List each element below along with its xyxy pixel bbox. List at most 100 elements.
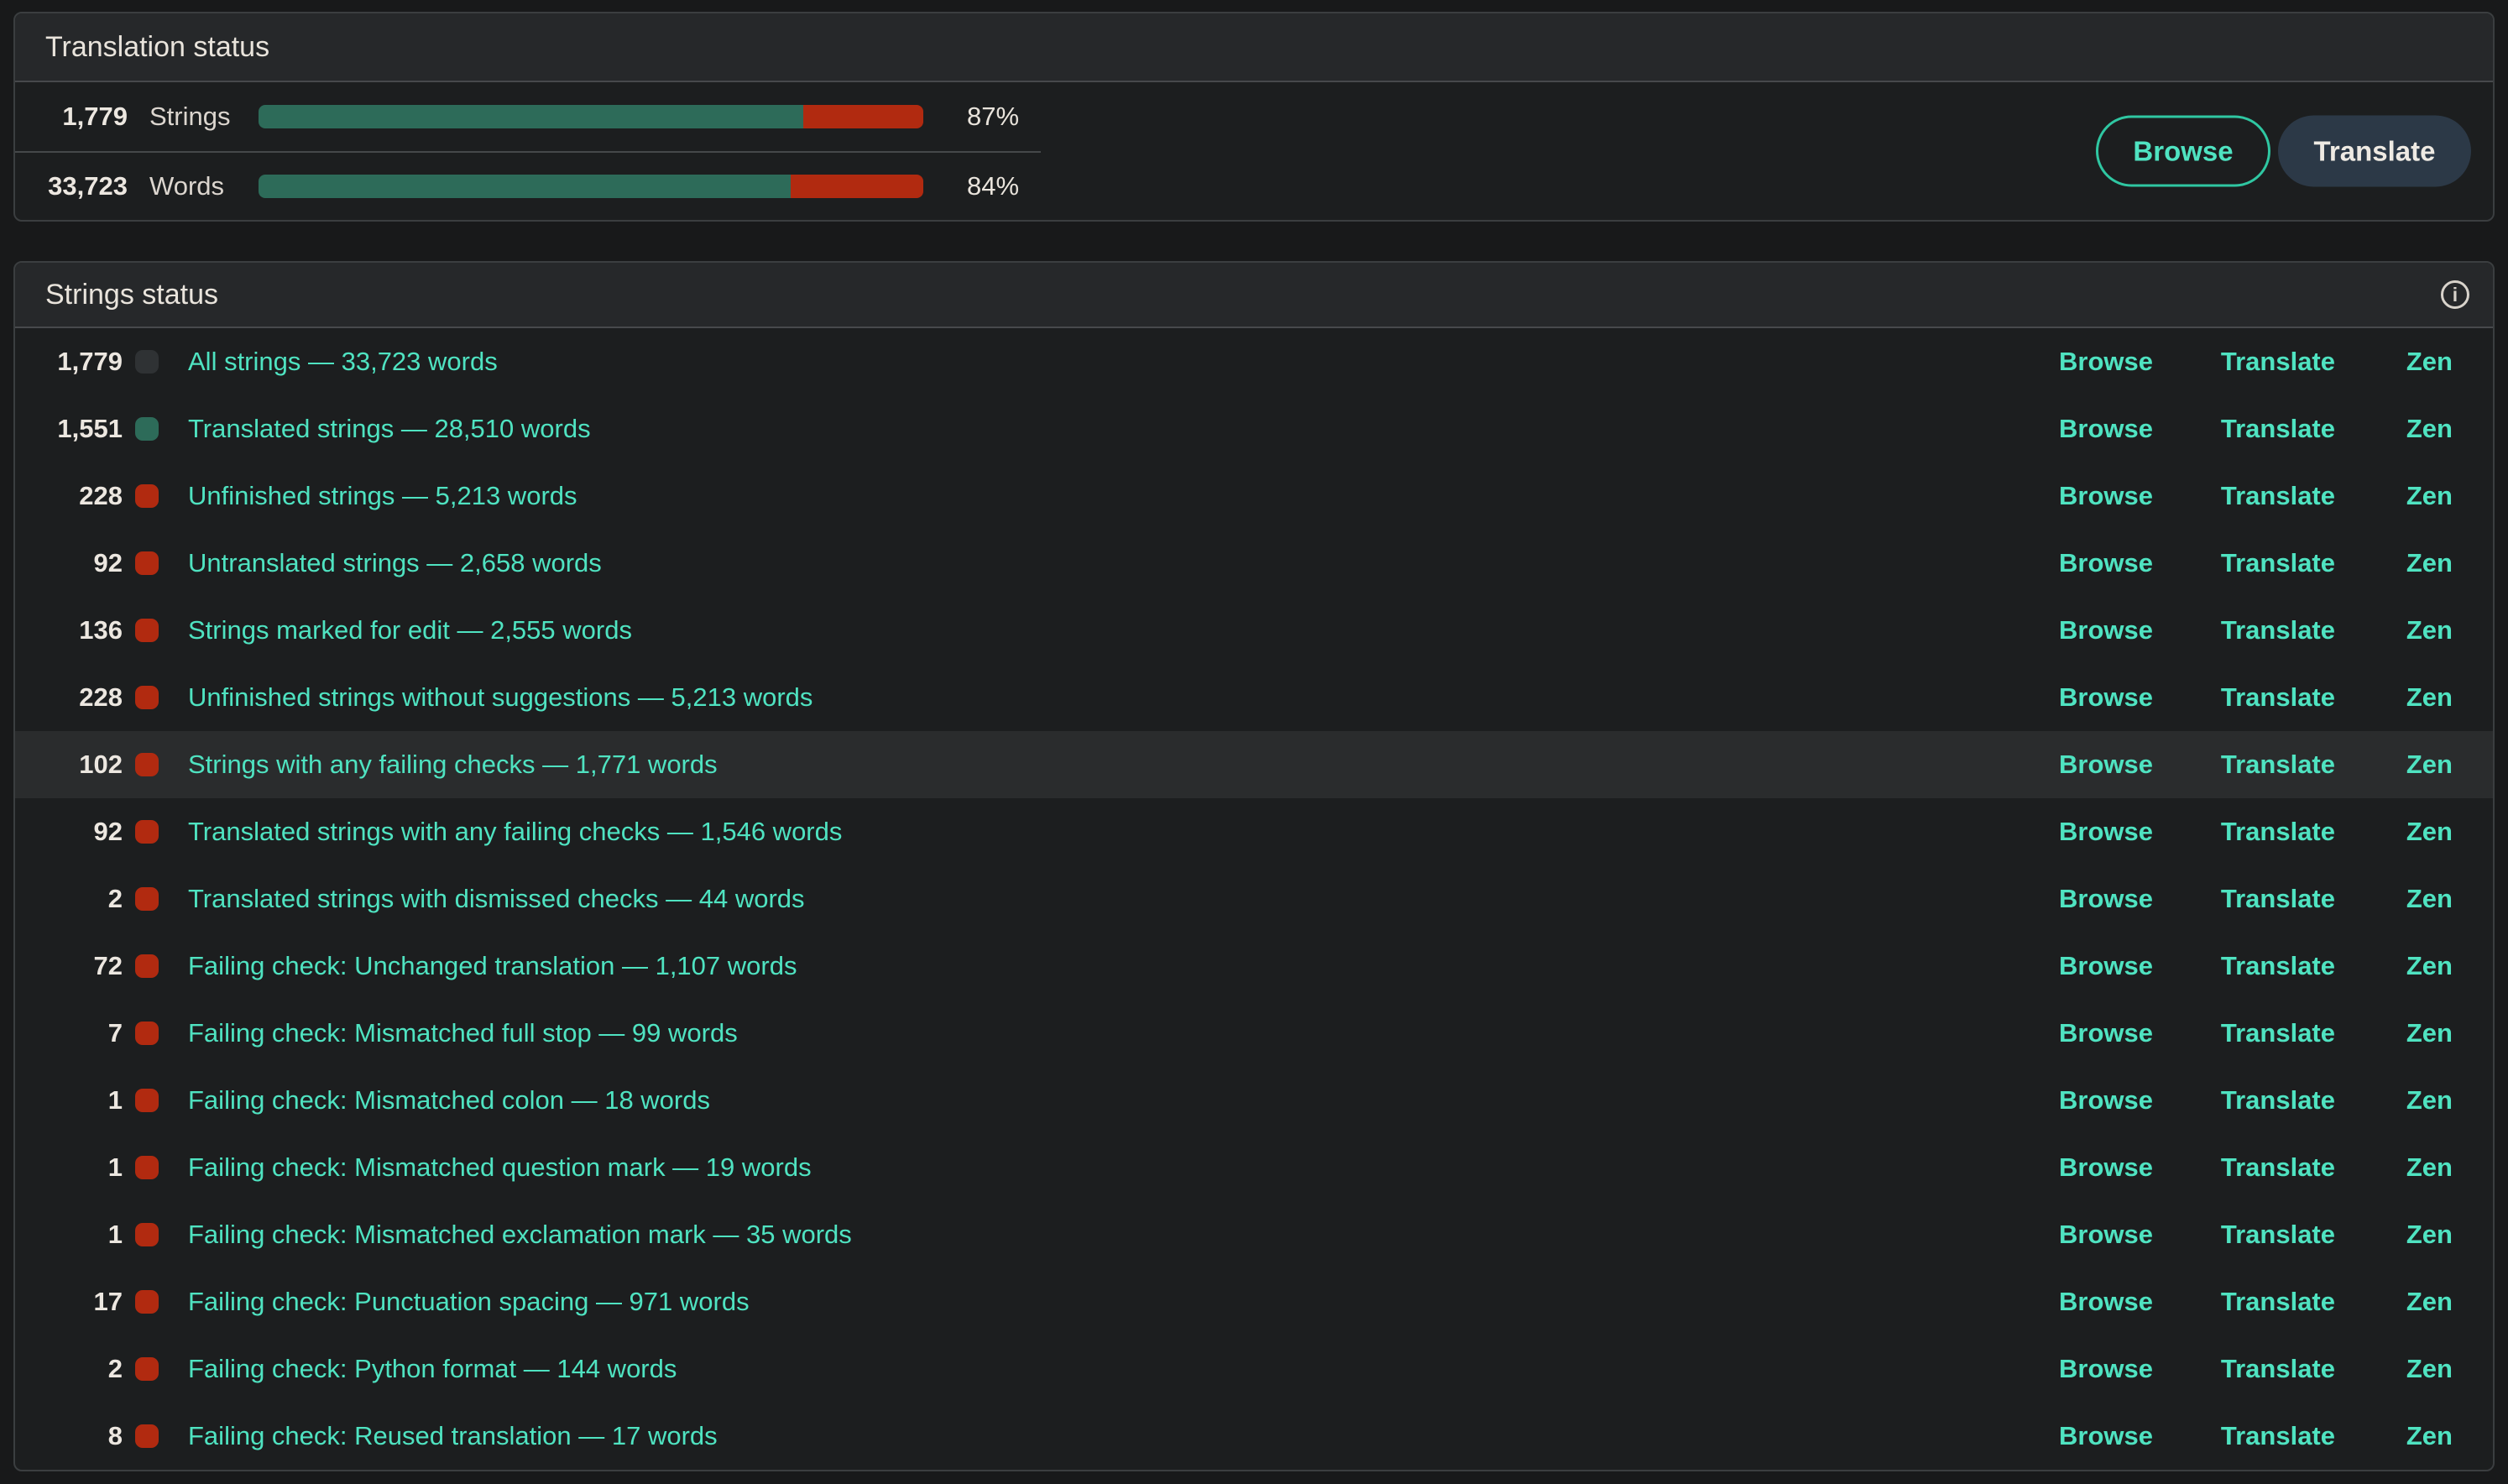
browse-cell: Browse xyxy=(2019,884,2153,914)
row-translate-link[interactable]: Translate xyxy=(2220,347,2335,376)
status-square-icon xyxy=(135,350,159,374)
row-label-link[interactable]: Failing check: Unchanged translation — 1… xyxy=(188,951,797,980)
translate-cell: Translate xyxy=(2153,548,2335,578)
browse-cell: Browse xyxy=(2019,1287,2153,1317)
row-browse-link[interactable]: Browse xyxy=(2059,548,2153,577)
row-label-link[interactable]: Failing check: Reused translation — 17 w… xyxy=(188,1421,718,1450)
row-browse-link[interactable]: Browse xyxy=(2059,1085,2153,1115)
row-translate-link[interactable]: Translate xyxy=(2220,1085,2335,1115)
row-zen-link[interactable]: Zen xyxy=(2406,1287,2453,1316)
row-translate-link[interactable]: Translate xyxy=(2220,548,2335,577)
metric-label: Words xyxy=(149,171,225,201)
row-count: 2 xyxy=(107,1354,123,1383)
row-zen-link[interactable]: Zen xyxy=(2406,1421,2453,1450)
row-browse-link[interactable]: Browse xyxy=(2059,481,2153,510)
row-translate-link[interactable]: Translate xyxy=(2220,1018,2335,1048)
row-browse-link[interactable]: Browse xyxy=(2059,1220,2153,1249)
row-browse-link[interactable]: Browse xyxy=(2059,750,2153,779)
row-label-link[interactable]: Failing check: Mismatched exclamation ma… xyxy=(188,1220,852,1249)
zen-cell: Zen xyxy=(2335,1421,2453,1451)
row-label-link[interactable]: Translated strings — 28,510 words xyxy=(188,414,591,443)
row-label-link[interactable]: Strings marked for edit — 2,555 words xyxy=(188,615,632,645)
row-browse-link[interactable]: Browse xyxy=(2059,1287,2153,1316)
browse-button[interactable]: Browse xyxy=(2096,115,2270,187)
row-zen-link[interactable]: Zen xyxy=(2406,347,2453,376)
row-label-link[interactable]: Untranslated strings — 2,658 words xyxy=(188,548,602,577)
zen-cell: Zen xyxy=(2335,817,2453,847)
browse-cell: Browse xyxy=(2019,481,2153,511)
info-icon[interactable]: i xyxy=(2441,280,2469,309)
square-cell xyxy=(123,1290,188,1314)
row-label-link[interactable]: Failing check: Mismatched question mark … xyxy=(188,1152,812,1182)
row-zen-link[interactable]: Zen xyxy=(2406,615,2453,645)
row-label-link[interactable]: Translated strings with any failing chec… xyxy=(188,817,843,846)
row-label-link[interactable]: Unfinished strings — 5,213 words xyxy=(188,481,577,510)
row-browse-link[interactable]: Browse xyxy=(2059,1421,2153,1450)
row-label-link[interactable]: Failing check: Mismatched colon — 18 wor… xyxy=(188,1085,710,1115)
row-zen-link[interactable]: Zen xyxy=(2406,414,2453,443)
row-browse-link[interactable]: Browse xyxy=(2059,1152,2153,1182)
zen-cell: Zen xyxy=(2335,951,2453,981)
row-label-link[interactable]: Strings with any failing checks — 1,771 … xyxy=(188,750,718,779)
row-translate-link[interactable]: Translate xyxy=(2220,1287,2335,1316)
row-label-link[interactable]: Translated strings with dismissed checks… xyxy=(188,884,805,913)
row-zen-link[interactable]: Zen xyxy=(2406,817,2453,846)
row-label-link[interactable]: All strings — 33,723 words xyxy=(188,347,498,376)
row-browse-link[interactable]: Browse xyxy=(2059,884,2153,913)
row-translate-link[interactable]: Translate xyxy=(2220,1220,2335,1249)
row-label-link[interactable]: Failing check: Mismatched full stop — 99… xyxy=(188,1018,738,1048)
row-browse-link[interactable]: Browse xyxy=(2059,951,2153,980)
translation-status-rows: 1,779 Strings 87% 33,723 Words 84% xyxy=(15,82,1041,220)
row-zen-link[interactable]: Zen xyxy=(2406,1018,2453,1048)
row-zen-link[interactable]: Zen xyxy=(2406,1220,2453,1249)
row-translate-link[interactable]: Translate xyxy=(2220,750,2335,779)
row-browse-link[interactable]: Browse xyxy=(2059,1354,2153,1383)
row-translate-link[interactable]: Translate xyxy=(2220,682,2335,712)
row-translate-link[interactable]: Translate xyxy=(2220,481,2335,510)
row-zen-link[interactable]: Zen xyxy=(2406,1354,2453,1383)
metric-count: 1,779 xyxy=(62,102,128,131)
square-cell xyxy=(123,954,188,978)
table-row: 17 Failing check: Punctuation spacing — … xyxy=(15,1268,2493,1335)
browse-cell: Browse xyxy=(2019,1220,2153,1250)
square-cell xyxy=(123,1089,188,1112)
row-zen-link[interactable]: Zen xyxy=(2406,1085,2453,1115)
row-translate-link[interactable]: Translate xyxy=(2220,817,2335,846)
translate-button[interactable]: Translate xyxy=(2278,115,2471,187)
row-zen-link[interactable]: Zen xyxy=(2406,548,2453,577)
browse-cell: Browse xyxy=(2019,1152,2153,1183)
strings-status-rows: 1,779 All strings — 33,723 words Browse … xyxy=(15,328,2493,1470)
row-translate-link[interactable]: Translate xyxy=(2220,1354,2335,1383)
translate-cell: Translate xyxy=(2153,1085,2335,1116)
row-translate-link[interactable]: Translate xyxy=(2220,951,2335,980)
panel-title: Strings status xyxy=(45,278,218,311)
browse-cell: Browse xyxy=(2019,750,2153,780)
translate-cell: Translate xyxy=(2153,1287,2335,1317)
row-zen-link[interactable]: Zen xyxy=(2406,481,2453,510)
row-translate-link[interactable]: Translate xyxy=(2220,1152,2335,1182)
row-browse-link[interactable]: Browse xyxy=(2059,817,2153,846)
row-zen-link[interactable]: Zen xyxy=(2406,682,2453,712)
translate-cell: Translate xyxy=(2153,1018,2335,1048)
row-translate-link[interactable]: Translate xyxy=(2220,1421,2335,1450)
row-browse-link[interactable]: Browse xyxy=(2059,682,2153,712)
row-label-link[interactable]: Failing check: Python format — 144 words xyxy=(188,1354,677,1383)
row-zen-link[interactable]: Zen xyxy=(2406,750,2453,779)
translate-cell: Translate xyxy=(2153,1152,2335,1183)
row-browse-link[interactable]: Browse xyxy=(2059,615,2153,645)
row-label-link[interactable]: Unfinished strings without suggestions —… xyxy=(188,682,813,712)
translate-cell: Translate xyxy=(2153,1354,2335,1384)
row-translate-link[interactable]: Translate xyxy=(2220,884,2335,913)
row-browse-link[interactable]: Browse xyxy=(2059,414,2153,443)
browse-cell: Browse xyxy=(2019,1085,2153,1116)
row-browse-link[interactable]: Browse xyxy=(2059,347,2153,376)
translate-cell: Translate xyxy=(2153,750,2335,780)
row-label-link[interactable]: Failing check: Punctuation spacing — 971… xyxy=(188,1287,750,1316)
strings-status-panel: Strings status i 1,779 All strings — 33,… xyxy=(13,261,2495,1471)
row-translate-link[interactable]: Translate xyxy=(2220,414,2335,443)
row-browse-link[interactable]: Browse xyxy=(2059,1018,2153,1048)
row-zen-link[interactable]: Zen xyxy=(2406,1152,2453,1182)
row-zen-link[interactable]: Zen xyxy=(2406,884,2453,913)
row-translate-link[interactable]: Translate xyxy=(2220,615,2335,645)
row-zen-link[interactable]: Zen xyxy=(2406,951,2453,980)
